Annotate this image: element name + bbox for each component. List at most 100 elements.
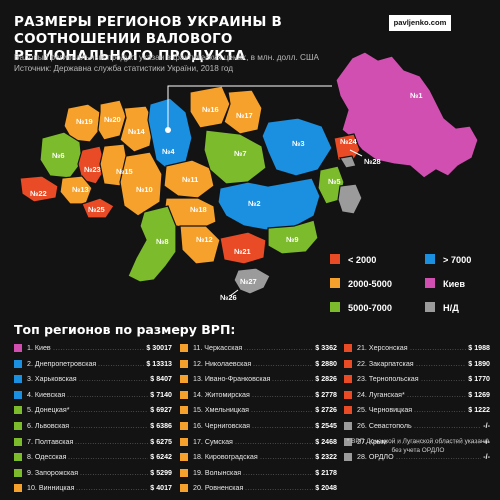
ranking-value: $ 6386 [150,421,172,430]
ranking-row: 11. Черкасская $ 3362....................… [180,343,337,359]
region-24 [333,133,361,163]
ranking-value: -/- [483,437,490,446]
map-label-21: №21 [234,247,251,256]
ranking-row: 3. Харьковская $ 8407....................… [14,374,172,390]
ranking-value: $ 2880 [315,359,337,368]
ranking-swatch [14,344,22,352]
ranking-column-3: 21. Херсонская $ 1988....................… [344,343,490,468]
ranking-name: 9. Запорожская [27,468,79,477]
ranking-value: $ 3362 [315,344,337,352]
ranking-dots: ........................................… [75,437,148,446]
ranking-row: 4. Киевская $ 7140.......................… [14,390,172,406]
ranking-swatch [14,390,22,399]
ranking-row: 13. Ивано-Франковская $ 2826.............… [180,374,337,390]
ranking-value: $ 2322 [315,453,337,462]
ranking-swatch [180,375,188,384]
ranking-row: 5. Донецкая* $ 6927......................… [14,405,172,421]
ranking-value: $ 2048 [315,484,337,493]
ranking-dots: ........................................… [80,468,148,477]
ranking-dots: ........................................… [243,468,313,477]
ranking-dots: ........................................… [235,437,313,446]
ranking-name: 18. Кировоградская [193,453,258,462]
page-title: РАЗМЕРЫ РЕГИОНОВ УКРАИНЫ В СООТНОШЕНИИ В… [14,14,282,64]
ranking-name: 26. Севастополь [357,421,412,430]
ranking-dots: ........................................… [389,437,481,446]
region-28 [337,183,363,215]
ranking-name: 1. Киев [27,344,51,352]
ranking-name: 6. Львовская [27,421,70,430]
ranking-name: 23. Тернопольская [357,375,419,384]
ranking-swatch [180,484,188,493]
ranking-dots: ........................................… [253,359,313,368]
map-label-2: №2 [248,199,261,208]
map-label-18: №18 [190,205,207,214]
ranking-swatch [344,406,352,415]
map-label-17: №17 [236,111,253,120]
ranking-dots: ........................................… [407,390,466,399]
legend-item: < 2000 [330,254,376,266]
ranking-swatch [14,359,22,368]
ranking-value: $ 7140 [150,390,172,399]
ranking-value: -/- [483,453,490,462]
ranking-dots: ........................................… [421,375,466,384]
region-10 [119,151,163,217]
ranking-column-2: 11. Черкасская $ 3362....................… [180,343,337,499]
ranking-row: 14. Житомирская $ 2778...................… [180,390,337,406]
ranking-value: -/- [483,421,490,430]
ranking-name: 22. Закарпатская [357,359,414,368]
legend-swatch [330,254,340,264]
region-6 [39,131,83,179]
ranking-dots: ........................................… [68,453,148,462]
legend-swatch [425,278,435,288]
ranking-value: $ 2178 [315,468,337,477]
ranking-swatch [344,344,352,352]
ranking-value: $ 6927 [150,406,172,415]
ranking-dots: ........................................… [414,406,466,415]
ranking-row: 15. Хмельницкая $ 2726...................… [180,405,337,421]
ranking-name: 2. Днепропетровская [27,359,97,368]
ranking-swatch [14,484,22,493]
ranking-name: 5. Донецкая* [27,406,70,415]
region-3 [261,117,333,177]
ranking-value: $ 30017 [146,344,172,352]
region-27 [233,267,271,295]
ranking-value: $ 2726 [315,406,337,415]
ranking-dots: ........................................… [71,406,148,415]
ranking-name: 28. ОРДЛО [357,453,394,462]
map-label-11: №11 [182,175,198,184]
legend-item: > 7000 [425,254,471,266]
ranking-dots: ........................................… [245,484,313,493]
ranking-swatch [344,421,352,430]
map-label-3: №3 [292,139,305,148]
ranking-name: 25. Черновицкая [357,406,413,415]
ranking-name: 20. Ровненская [193,484,244,493]
ranking-row: 24. Луганская* $ 1269....................… [344,390,490,406]
map-labels: №1 №2 №3 №4 №5 №6 №7 №8 №9 №10 №11 №12 №13 №14 №15 №16 №… [30,91,423,302]
ranking-name: 14. Житомирская [193,390,250,399]
ranking-value: $ 6275 [150,437,172,446]
ordlo-leader [349,149,363,157]
ranking-row: 9. Запорожская $ 5299....................… [14,468,172,484]
map-label-7: №7 [234,149,247,158]
region-8 [127,205,177,283]
ranking-row: 8. Одесская $ 6242.......................… [14,452,172,468]
ranking-dots: ........................................… [251,406,313,415]
legend-item: 5000-7000 [330,302,392,314]
map-label-5: №5 [328,177,341,186]
ranking-dots: ........................................… [79,375,148,384]
ranking-name: 10. Винницкая [27,484,75,493]
map-label-24: №24 [340,137,358,146]
ranking-name: 3. Харьковская [27,375,77,384]
legend-label: Киев [443,279,466,289]
leader-lines [167,85,363,297]
map-label-6: №6 [52,151,65,160]
ranking-name: 13. Ивано-Франковская [193,375,271,384]
legend-item: Н/Д [425,302,459,314]
map-label-16: №16 [202,105,219,114]
map-label-4: №4 [162,147,175,156]
legend-label: 5000-7000 [348,303,392,313]
map-label-27: №27 [240,277,257,286]
ranking-swatch [344,359,352,368]
map-label-8: №8 [156,237,169,246]
ranking-value: $ 8407 [150,375,172,384]
